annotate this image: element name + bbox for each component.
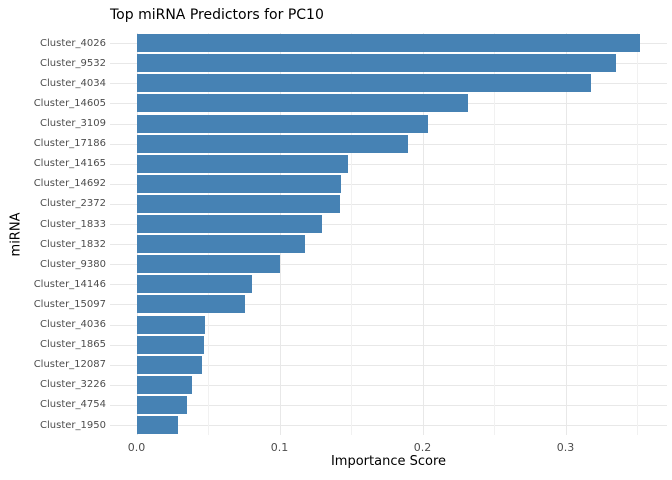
gridline-x-major [422,33,424,435]
gridline-y-major [110,404,667,406]
gridline-x-major [279,33,281,435]
bar-Cluster_14165 [136,154,349,173]
y-tick-label: Cluster_14605 [33,97,106,109]
bar-Cluster_12087 [136,355,203,374]
y-tick-label: Cluster_4034 [40,77,106,89]
y-tick-label: Cluster_14692 [33,178,106,190]
gridline-y-major [110,425,667,426]
plot-panel [110,33,667,435]
x-tick-label: 0.2 [413,441,432,454]
y-axis-title: miRNA [8,212,24,257]
gridline-y-major [110,344,667,346]
gridline-y-major [110,244,667,246]
gridline-x-major [136,33,138,435]
bar-Cluster_14605 [136,94,469,113]
bar-Cluster_3109 [136,114,429,133]
y-tick-label: Cluster_1865 [40,339,106,351]
y-tick-label: Cluster_9380 [40,258,106,270]
bar-Cluster_1833 [136,215,323,233]
y-tick-label: Cluster_14165 [33,158,106,170]
chart-title: Top miRNA Predictors for PC10 [110,7,324,23]
y-tick-label: Cluster_17186 [33,138,106,150]
y-tick-label: Cluster_1950 [40,419,106,431]
gridline-y-major [110,203,667,205]
bar-Cluster_4754 [136,395,187,414]
bar-Cluster_14692 [136,174,341,193]
x-tick-label: 0.1 [270,441,289,454]
bar-Cluster_1832 [136,235,306,254]
y-tick-label: Cluster_1832 [40,238,106,250]
bar-Cluster_9380 [136,255,280,274]
gridline-y-major [110,304,667,306]
gridline-x-major [565,33,567,435]
y-tick-label: Cluster_9532 [40,57,106,69]
bar-Cluster_4036 [136,315,206,334]
y-tick-label: Cluster_15097 [33,298,106,310]
bar-Cluster_14146 [136,275,253,294]
y-tick-label: Cluster_2372 [40,198,106,210]
bar-Cluster_2372 [136,194,340,213]
bar-Cluster_17186 [136,134,409,153]
bar-Cluster_1865 [136,335,204,354]
x-axis-title: Importance Score [330,454,447,469]
bar-Cluster_9532 [136,54,616,73]
x-tick-label: 0.0 [127,441,146,454]
bar-Cluster_3226 [136,375,193,394]
y-tick-label: Cluster_3226 [40,379,106,391]
gridline-x-minor [494,33,495,435]
gridline-y-major [110,224,667,225]
gridline-y-major [110,364,667,366]
gridline-y-major [110,384,667,386]
bar-Cluster_15097 [136,295,246,314]
bar-Cluster_1950 [136,416,178,434]
gridline-y-major [110,163,667,165]
y-tick-label: Cluster_12087 [33,359,106,371]
gridline-y-major [110,284,667,286]
gridline-x-minor [351,33,352,435]
y-tick-label: Cluster_14146 [33,278,106,290]
gridline-y-major [110,324,667,326]
gridline-y-major [110,183,667,185]
y-tick-label: Cluster_4754 [40,399,106,411]
y-tick-label: Cluster_4036 [40,319,106,330]
x-tick-label: 0.3 [556,441,575,454]
gridline-x-minor [208,33,209,435]
y-tick-label: Cluster_3109 [40,118,106,129]
gridline-x-minor [637,33,638,435]
bar-Cluster_4026 [136,34,640,53]
bar-Cluster_4034 [136,74,592,93]
y-tick-label: Cluster_1833 [40,218,106,230]
gridline-y-major [110,264,667,266]
y-tick-label: Cluster_4026 [40,37,106,49]
